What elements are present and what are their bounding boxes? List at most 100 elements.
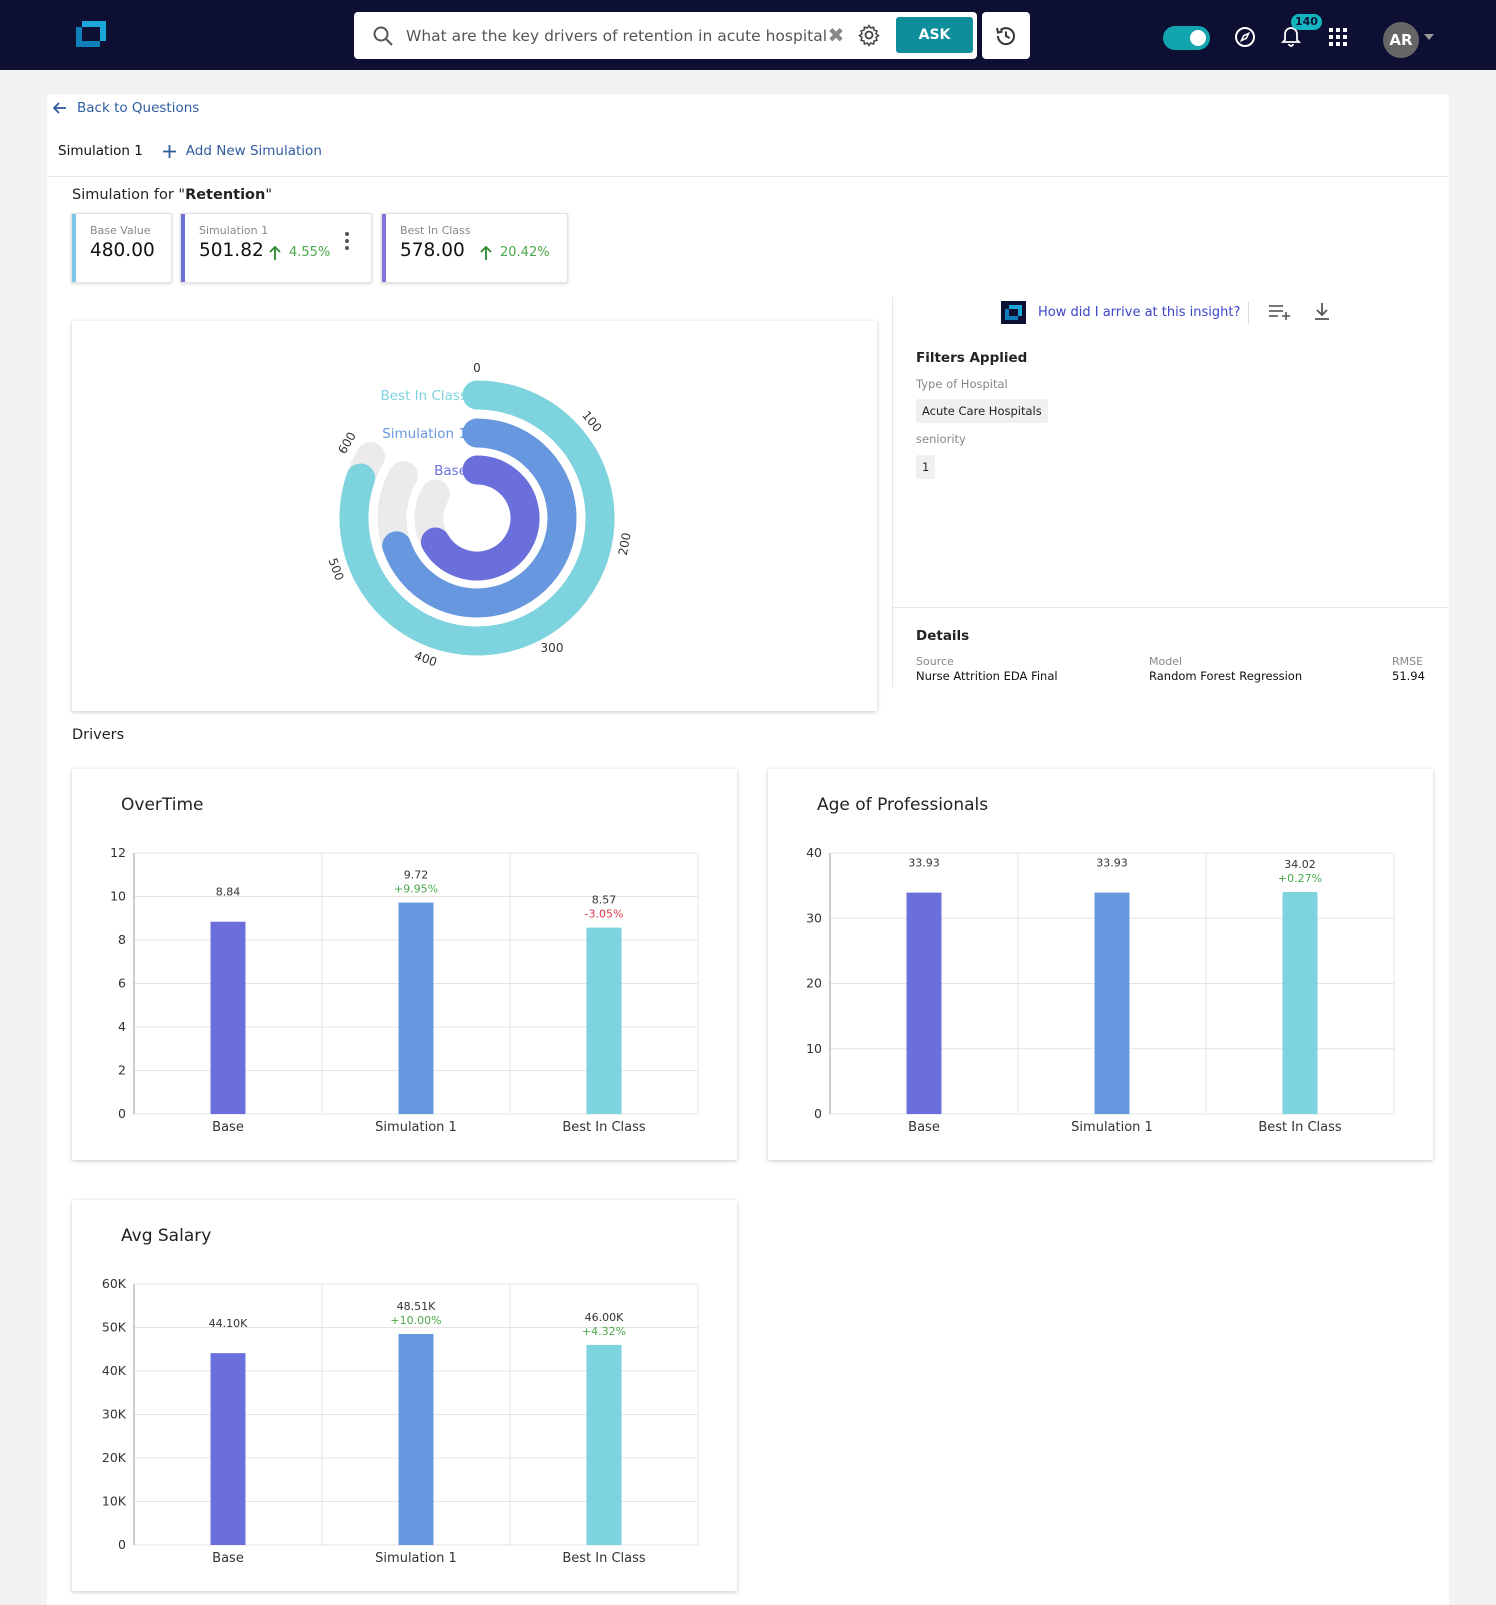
x-tick-label: Best In Class [1258,1120,1342,1135]
bar-simulation-1[interactable] [398,1333,434,1545]
bar-delta-label: +0.27% [1278,872,1322,885]
y-tick-label: 12 [110,845,126,860]
app-logo-icon[interactable] [76,21,106,47]
back-label: Back to Questions [77,100,200,116]
chart-title: Age of Professionals [817,795,989,815]
filter-label: seniority [916,432,966,446]
simulation-title-suffix: " [265,187,273,203]
kpi-label: Base Value [90,224,151,237]
search-icon [373,26,393,46]
radial-tick-label: 200 [616,532,634,557]
radial-category-label: Simulation 1 [382,426,467,442]
app-logo-icon [1001,301,1026,324]
bar-best-in-class[interactable] [586,927,622,1114]
x-tick-label: Base [212,1120,244,1135]
age-bar-chart: 0 10 20 30 40 33.93 Base 33.93 Simulation 1 34.02… [806,845,1395,1135]
y-tick-label: 6 [118,976,126,991]
salary-bar-chart: 0 10K 20K 30K 40K 50K 60K 44.10K Base 48.51K+10.0… [102,1276,699,1566]
y-tick-label: 0 [118,1537,126,1552]
y-tick-label: 20K [102,1450,127,1465]
bar-simulation-1[interactable] [1094,892,1130,1114]
search-input[interactable] [406,22,1186,49]
drivers-heading: Drivers [72,727,125,743]
simulation-title: Simulation for "Retention" [72,187,272,203]
bar-base[interactable] [210,1353,246,1545]
kpi-delta-value: 4.55% [289,245,331,260]
y-tick-label: 30K [102,1407,127,1422]
bar-delta-label: +4.32% [582,1325,626,1338]
chevron-down-icon[interactable] [1424,34,1434,40]
notification-count-badge: 140 [1291,14,1322,30]
kpi-value: 501.82 [199,240,264,261]
radial-bar-2[interactable] [420,455,540,581]
bar-best-in-class[interactable] [1282,892,1318,1114]
gear-icon[interactable] [857,23,881,47]
radial-tick-label: 300 [541,641,564,655]
radial-category-label: Base [434,463,467,479]
y-tick-label: 0 [118,1106,126,1121]
filter-chip[interactable]: Acute Care Hospitals [916,399,1048,423]
user-avatar[interactable]: AR [1383,22,1419,58]
y-tick-label: 20 [806,976,822,991]
y-tick-label: 2 [118,1063,126,1078]
add-simulation-button[interactable]: Add New Simulation [162,143,322,159]
arrow-up-icon [269,245,281,260]
bar-value-label: 46.00K [585,1311,624,1324]
kpi-card-best-in-class: Best In Class 578.00 20.42% [381,213,568,283]
arrow-left-icon [53,102,66,114]
bar-simulation-1[interactable] [398,902,434,1114]
y-tick-label: 8 [118,932,126,947]
download-icon[interactable] [1313,302,1331,322]
y-tick-label: 4 [118,1019,126,1034]
y-tick-label: 10 [110,889,126,904]
radial-tick-label: 600 [335,430,359,457]
radial-bar-1[interactable] [382,418,577,618]
history-button[interactable] [982,12,1030,59]
rmse-value: 51.94 [1392,669,1425,683]
insight-link-label: How did I arrive at this insight? [1038,305,1241,320]
kpi-value: 480.00 [90,240,155,261]
kpi-delta-value: 20.42% [500,245,550,260]
filter-label: Type of Hospital [916,377,1008,391]
y-tick-label: 50K [102,1320,127,1335]
bar-value-label: 33.93 [1096,857,1128,870]
kpi-label: Best In Class [400,224,471,237]
filter-chip[interactable]: 1 [916,455,936,479]
bar-value-label: 44.10K [209,1317,248,1330]
radial-bar-0[interactable] [339,380,615,656]
y-tick-label: 10K [102,1494,127,1509]
bar-base[interactable] [210,921,246,1114]
kpi-delta: 4.55% [269,245,330,260]
bar-delta-label: -3.05% [585,908,624,921]
bar-base[interactable] [906,892,942,1114]
x-tick-label: Best In Class [562,1551,646,1566]
mode-toggle[interactable] [1163,26,1210,50]
kpi-color-bar [181,214,185,282]
radial-category-label: Best In Class [380,388,467,404]
add-to-list-icon[interactable] [1269,304,1291,320]
bar-value-label: 48.51K [397,1300,436,1313]
ask-button[interactable]: ASK [896,17,973,53]
x-tick-label: Base [908,1120,940,1135]
back-to-questions-link[interactable]: Back to Questions [53,100,199,116]
radial-tick-label: 400 [413,648,439,669]
apps-grid-icon[interactable] [1329,28,1347,46]
bar-best-in-class[interactable] [586,1344,622,1545]
radial-tick-label: 0 [473,361,481,375]
y-tick-label: 0 [814,1106,822,1121]
filters-heading: Filters Applied [916,350,1028,366]
bar-delta-label: +10.00% [390,1314,441,1327]
tabs-divider [47,176,1449,177]
radial-tick-label: 500 [326,556,347,582]
more-options-icon[interactable] [345,232,349,253]
kpi-card-base: Base Value 480.00 [71,213,172,283]
vertical-divider [892,297,893,687]
tab-simulation-1[interactable]: Simulation 1 [58,143,143,159]
insight-explanation-link[interactable]: How did I arrive at this insight? [1001,301,1240,324]
compass-icon[interactable] [1234,26,1256,48]
details-divider [892,607,1449,608]
plus-icon [162,144,176,158]
chart-title: OverTime [121,795,204,815]
clear-search-icon[interactable]: ✖ [826,23,846,47]
